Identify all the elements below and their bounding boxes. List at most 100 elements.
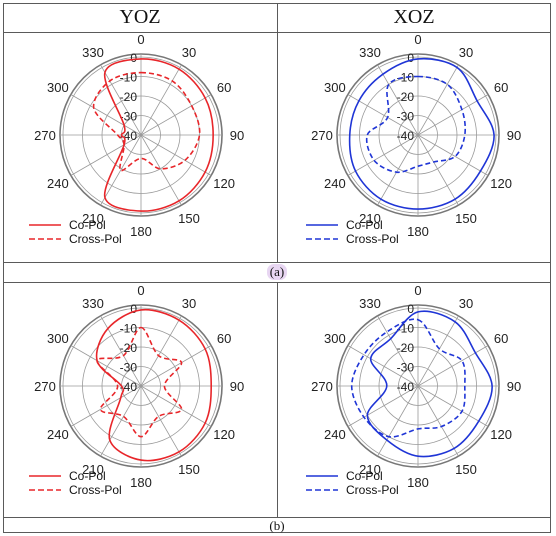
angle-tick-label: 270 (311, 379, 333, 394)
angle-tick-label: 90 (507, 379, 521, 394)
polar-plot-a-xoz: 0 30 60 90 120 150 180 210 240 270 300 330 0 -10 -20 -3… (290, 32, 546, 259)
grid-spoke (140, 385, 212, 427)
grid-spoke (140, 94, 212, 136)
angle-tick-label: 150 (178, 211, 200, 226)
radial-tick-label: -30 (397, 361, 415, 375)
angle-tick-label: 300 (47, 331, 69, 346)
radial-tick-label: -30 (120, 361, 138, 375)
angle-tick-label: 120 (213, 176, 235, 191)
angle-tick-label: 30 (182, 45, 196, 60)
radial-tick-label: -20 (120, 90, 138, 104)
angle-tick-label: 240 (47, 427, 69, 442)
grid-spoke (140, 385, 182, 457)
polar-plot-a-yoz: 0 30 60 90 120 150 180 210 240 270 300 330 0 -10 -20 -3… (13, 32, 269, 259)
legend-label: Cross-Pol (346, 483, 399, 497)
co-pol-curve (104, 58, 214, 212)
row-b-divider (3, 517, 551, 518)
legend-label: Co-Pol (346, 218, 383, 232)
angle-tick-label: 30 (459, 296, 473, 311)
angle-tick-label: 210 (82, 462, 104, 477)
angle-tick-label: 150 (178, 462, 200, 477)
radial-tick-label: -10 (397, 71, 415, 85)
grid-spoke (140, 345, 212, 387)
column-divider-a (277, 32, 278, 262)
panel-label-b-text: (b) (269, 518, 285, 533)
angle-tick-label: 300 (324, 80, 346, 95)
angle-tick-label: 270 (34, 379, 56, 394)
angle-tick-label: 300 (47, 80, 69, 95)
angle-tick-label: 210 (359, 462, 381, 477)
angle-tick-label: 270 (34, 128, 56, 143)
grid-spoke (377, 134, 419, 206)
legend-label: Cross-Pol (69, 232, 122, 246)
angle-tick-label: 240 (324, 176, 346, 191)
angle-tick-label: 330 (359, 296, 381, 311)
cross-pol-curve (96, 326, 183, 438)
angle-tick-label: 150 (455, 462, 477, 477)
grid-spoke (140, 134, 182, 206)
grid-spoke (417, 385, 489, 427)
grid-spoke (347, 345, 419, 387)
grid-spoke (100, 385, 142, 457)
legend-label: Co-Pol (69, 469, 106, 483)
row-a-divider (3, 262, 551, 263)
panel-label-a-text: (a) (266, 264, 288, 280)
radial-tick-label: 0 (130, 302, 137, 316)
polar-plot-b-yoz: 0 30 60 90 120 150 180 210 240 270 300 330 0 -10 -20 -3… (13, 283, 269, 510)
radial-tick-label: 0 (407, 51, 414, 65)
panel-label-a: (a) (3, 264, 551, 280)
radial-tick-label: -30 (397, 110, 415, 124)
radial-tick-label: 0 (407, 302, 414, 316)
grid-spoke (100, 64, 142, 136)
angle-tick-label: 240 (324, 427, 346, 442)
grid-spoke (70, 134, 142, 176)
column-divider-header (277, 3, 278, 32)
angle-tick-label: 330 (82, 296, 104, 311)
radial-tick-label: -10 (120, 322, 138, 336)
angle-tick-label: 30 (459, 45, 473, 60)
header-yoz: YOZ (119, 6, 161, 28)
column-divider-b (277, 282, 278, 517)
grid-spoke (417, 315, 459, 387)
angle-tick-label: 120 (213, 427, 235, 442)
legend-label: Cross-Pol (69, 483, 122, 497)
grid-spoke (377, 385, 419, 457)
angle-tick-label: 300 (324, 331, 346, 346)
grid-spoke (377, 64, 419, 136)
angle-tick-label: 0 (414, 283, 421, 298)
radial-tick-label: -20 (397, 341, 415, 355)
angle-tick-label: 120 (490, 427, 512, 442)
angle-tick-label: 60 (494, 80, 508, 95)
angle-tick-label: 60 (217, 331, 231, 346)
co-pol-curve (348, 57, 495, 210)
grid-spoke (377, 315, 419, 387)
angle-tick-label: 330 (82, 45, 104, 60)
panel-label-b: (b) (3, 518, 551, 534)
grid-spoke (417, 134, 459, 206)
grid-spoke (417, 345, 489, 387)
angle-tick-label: 90 (507, 128, 521, 143)
grid-spoke (70, 345, 142, 387)
legend-label: Co-Pol (69, 218, 106, 232)
polar-plot-b-xoz: 0 30 60 90 120 150 180 210 240 270 300 330 0 -10 -20 -3… (290, 283, 546, 510)
angle-tick-label: 120 (490, 176, 512, 191)
angle-tick-label: 0 (137, 283, 144, 298)
legend-label: Co-Pol (346, 469, 383, 483)
grid-spoke (417, 64, 459, 136)
cross-pol-curve (365, 75, 467, 174)
angle-tick-label: 270 (311, 128, 333, 143)
grid-spoke (417, 385, 459, 457)
grid-spoke (140, 64, 182, 136)
cross-pol-curve (92, 71, 201, 172)
grid-spoke (347, 385, 419, 427)
angle-tick-label: 180 (407, 224, 429, 239)
angle-tick-label: 90 (230, 128, 244, 143)
radial-tick-label: -40 (397, 380, 415, 394)
angle-tick-label: 0 (414, 32, 421, 47)
cross-pol-curve (350, 318, 466, 438)
grid-spoke (347, 134, 419, 176)
